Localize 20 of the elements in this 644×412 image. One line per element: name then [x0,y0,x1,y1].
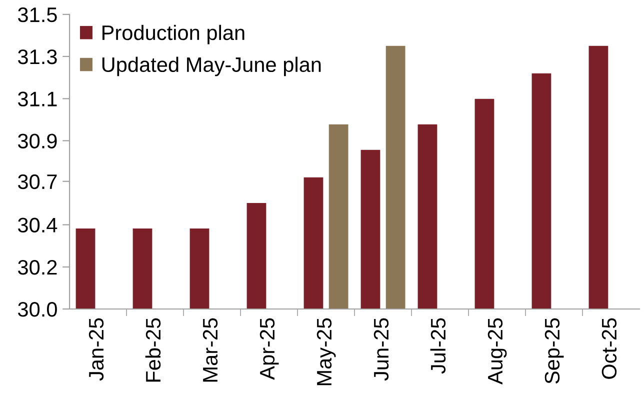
y-tick-label: 30.0 [18,302,57,317]
legend-label: Updated May-June plan [102,56,321,76]
x-tick-label: Mar-25 [202,318,218,382]
x-tick-label: Sep-25 [544,318,564,384]
x-tick-label: Aug-25 [488,318,507,384]
y-tick-label: 31.3 [18,49,57,64]
y-tick-label: 30.7 [18,174,57,190]
y-tick-label: 31.1 [18,92,57,106]
x-tick-label: Jan-25 [88,318,104,381]
x-tick-label: Apr-25 [260,318,279,380]
x-tick-label: Feb-25 [145,318,161,382]
y-tick-label: 30.2 [18,260,57,275]
y-tick-label: 30.9 [18,134,57,148]
x-tick-label: May-25 [316,318,336,386]
y-tick-label: 30.4 [18,218,58,233]
y-tick-label: 31.5 [18,7,57,22]
x-tick-label: Jul-25 [430,318,446,374]
x-tick-label: Jun-25 [374,318,389,381]
x-tick-label: Oct-25 [602,318,617,379]
legend-label: Production plan [102,24,244,44]
